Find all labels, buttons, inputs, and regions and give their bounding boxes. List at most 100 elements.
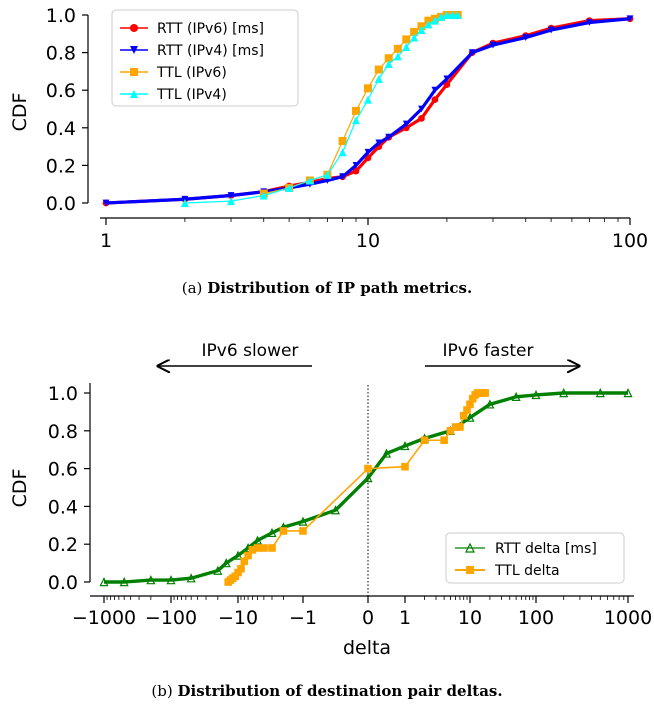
chart-b-point: [420, 436, 429, 445]
chart-a-point: [375, 139, 383, 147]
chart-a-point: [410, 27, 419, 36]
chart-b-point: [381, 448, 392, 458]
chart-a-legend-marker: [130, 90, 138, 98]
chart-b-legend-label: RTT delta [ms]: [495, 541, 597, 557]
chart-b-point: [260, 544, 268, 552]
chart-b-legend-marker: [465, 542, 475, 553]
chart-a-point: [468, 49, 476, 56]
chart-b-xtick-label: −10: [218, 607, 258, 629]
annotation-ipv6-slower: IPv6 slower: [202, 341, 299, 361]
chart-b-ytick-label: 1.0: [48, 383, 78, 405]
chart-a-point: [227, 197, 236, 206]
chart-b-point: [330, 505, 341, 515]
chart-a-point: [430, 16, 439, 25]
chart-b-point: [456, 423, 464, 431]
chart-b-point: [248, 546, 257, 554]
chart-a-point: [443, 81, 451, 88]
chart-b: IPv6 slower IPv6 faster −1000 −100 −10 −1 0 1…: [9, 341, 652, 700]
chart-a-legend: RTT (IPv6) [ms] RTT (IPv4) [ms] TTL (IPv6)…: [111, 9, 299, 107]
chart-b-point: [213, 565, 223, 575]
chart-b-axes: −1000 −100 −10 −1 0 1 10 100 10000.00.20.40.60.8…: [48, 383, 652, 629]
chart-a-legend-label: TTL (IPv6): [156, 65, 227, 81]
chart-a-xtick-label: 100: [612, 230, 648, 252]
chart-b-point: [481, 389, 490, 397]
chart-a-point: [385, 133, 393, 141]
chart-a-point: [352, 106, 361, 115]
chart-a-point: [431, 86, 439, 94]
chart-b-xtick-label: 1000: [604, 607, 652, 629]
chart-b-point: [466, 400, 474, 409]
chart-a-point: [339, 173, 347, 181]
chart-a-point: [259, 191, 268, 200]
chart-b-ytick-label: 0.2: [48, 534, 78, 556]
chart-a-ytick-label: 0.4: [46, 118, 76, 140]
chart-b-legend-marker: [466, 566, 474, 574]
chart-a-legend-marker: [130, 68, 138, 76]
chart-b-point: [237, 564, 245, 573]
chart-b-point: [253, 544, 262, 552]
chart-b-point: [267, 527, 277, 538]
chart-b-point: [186, 573, 196, 583]
chart-b-series: [99, 388, 633, 587]
chart-b-caption: (b) Distribution of destination pair del…: [151, 682, 502, 700]
chart-b-point: [244, 551, 252, 560]
chart-b-point: [252, 535, 263, 545]
chart-a-point: [384, 59, 393, 68]
chart-a-point: [586, 19, 593, 26]
chart-a-legend-marker: [130, 24, 138, 32]
chart-b-point: [463, 406, 471, 414]
chart-a-legend-label: TTL (IPv4): [156, 87, 227, 103]
chart-a-xtick-label: 10: [356, 230, 380, 252]
chart-a-point: [453, 11, 462, 19]
chart-b-point: [531, 389, 541, 400]
chart-b-point: [485, 399, 495, 409]
chart-a-ylabel: CDF: [9, 93, 31, 132]
chart-b-ytick-label: 0.4: [48, 496, 78, 518]
chart-b-xtick-label: −1: [289, 607, 317, 629]
chart-a: 1 10 100 0.0 0.2 0.4 0.6 0.8 1.0 CDF RTT (IPv6) …: [9, 5, 648, 297]
chart-b-legend-label: TTL delta: [494, 563, 560, 579]
chart-b-point: [99, 577, 109, 587]
chart-a-point: [180, 199, 189, 207]
chart-a-point: [374, 65, 383, 74]
chart-a-legend-label: RTT (IPv4) [ms]: [157, 43, 264, 59]
chart-b-point: [446, 427, 455, 435]
chart-b-xtick-label: 10: [458, 607, 482, 629]
chart-a-point: [402, 42, 411, 51]
chart-a-point: [402, 35, 411, 44]
chart-a-legend-box: [111, 9, 299, 107]
chart-a-point: [227, 192, 235, 199]
chart-b-point: [221, 558, 231, 568]
chart-a-series: [102, 11, 634, 207]
chart-a-point: [305, 176, 314, 185]
chart-b-point: [363, 473, 373, 483]
chart-a-point: [338, 136, 347, 145]
chart-a-point: [393, 52, 402, 61]
chart-b-xtick-label: 100: [518, 607, 554, 629]
chart-b-xlabel: delta: [343, 637, 391, 659]
chart-b-point: [240, 557, 249, 566]
chart-b-point: [268, 544, 276, 552]
chart-b-point: [440, 436, 448, 445]
chart-b-point: [559, 388, 569, 398]
chart-a-point: [522, 34, 530, 41]
chart-a-point: [364, 148, 372, 156]
chart-b-ytick-label: 0.8: [48, 421, 78, 443]
chart-a-point: [410, 33, 419, 42]
chart-a-point: [352, 167, 360, 175]
chart-a-point: [374, 74, 383, 83]
chart-b-xtick-label: −100: [145, 607, 197, 629]
chart-a-point: [424, 20, 433, 29]
chart-b-point: [451, 423, 460, 431]
chart-a-ytick-label: 0.0: [46, 193, 76, 215]
chart-a-ytick-label: 0.8: [46, 43, 76, 65]
chart-a-point: [418, 105, 425, 113]
chart-b-point: [233, 550, 243, 560]
chart-a-ytick-label: 0.6: [46, 80, 76, 102]
chart-a-point: [418, 115, 425, 122]
chart-b-legend-box: [445, 532, 625, 584]
chart-a-point: [448, 11, 457, 19]
chart-a-point: [102, 199, 110, 207]
chart-a-axes: 1 10 100 0.0 0.2 0.4 0.6 0.8 1.0: [46, 5, 648, 252]
